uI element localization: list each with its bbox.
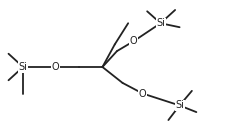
Text: Si: Si: [19, 62, 27, 72]
Text: Si: Si: [175, 100, 184, 110]
Text: Si: Si: [156, 18, 165, 28]
Text: O: O: [130, 36, 137, 46]
Text: O: O: [139, 89, 146, 98]
Text: O: O: [52, 62, 59, 72]
